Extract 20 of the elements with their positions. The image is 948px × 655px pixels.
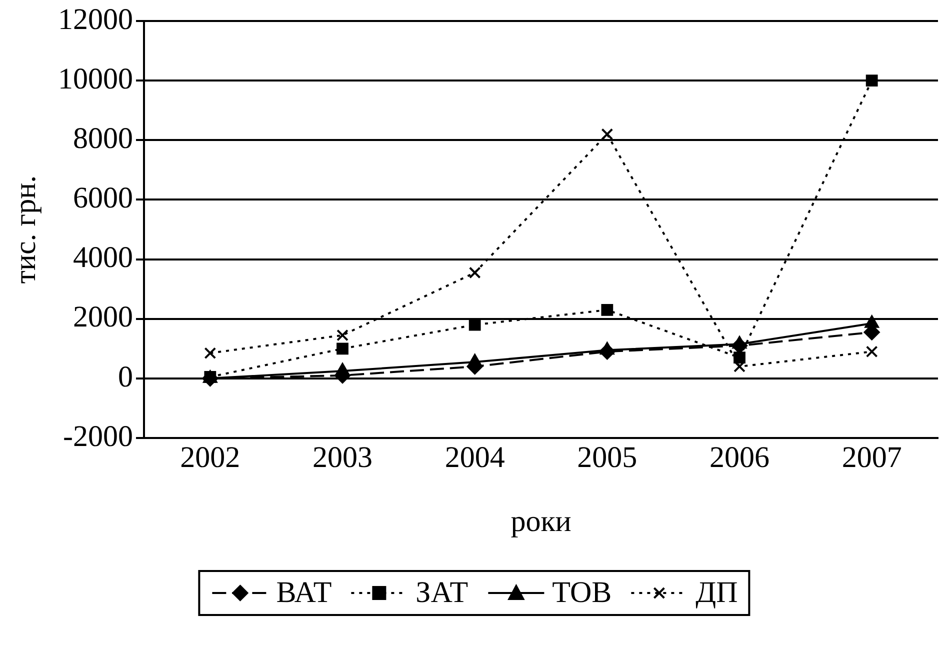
legend-label: ЗАТ [416, 576, 468, 610]
x-tick-label: 2007 [842, 440, 902, 474]
x-tick-label: 2005 [577, 440, 638, 474]
legend-label: ТОВ [552, 576, 612, 610]
x-tick-label: 2003 [312, 440, 372, 474]
y-tick-label: 10000 [58, 62, 133, 96]
x-tick-label: 2002 [180, 440, 240, 474]
y-tick-label: -2000 [63, 420, 133, 453]
x-tick-label: 2004 [444, 440, 505, 474]
y-axis-title: тис. грн. [8, 175, 42, 284]
y-tick-label: 0 [118, 360, 133, 394]
y-tick-label: 12000 [58, 2, 133, 36]
legend-label: ДП [696, 576, 738, 610]
y-tick-label: 8000 [73, 122, 133, 156]
y-tick-label: 2000 [73, 300, 133, 334]
x-axis-title: роки [510, 504, 572, 538]
y-tick-label: 6000 [73, 182, 133, 215]
legend-label: ВАТ [276, 576, 332, 610]
x-tick-label: 2006 [710, 440, 770, 474]
y-tick-label: 4000 [73, 241, 133, 274]
